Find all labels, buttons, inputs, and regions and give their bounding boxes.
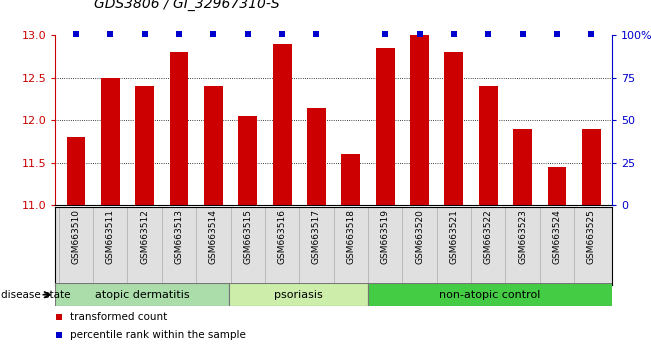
Text: GSM663524: GSM663524 <box>553 210 561 264</box>
Text: disease state: disease state <box>1 290 71 300</box>
Bar <box>307 108 326 205</box>
Bar <box>135 86 154 205</box>
Text: percentile rank within the sample: percentile rank within the sample <box>70 330 246 340</box>
Bar <box>513 129 532 205</box>
Text: transformed count: transformed count <box>70 312 167 322</box>
Bar <box>55 283 229 306</box>
Bar <box>445 52 464 205</box>
Text: atopic dermatitis: atopic dermatitis <box>95 290 189 300</box>
Text: GSM663514: GSM663514 <box>209 210 218 264</box>
Bar <box>368 283 612 306</box>
Text: GSM663519: GSM663519 <box>381 210 390 264</box>
Text: GSM663511: GSM663511 <box>106 210 115 264</box>
Text: GSM663523: GSM663523 <box>518 210 527 264</box>
Bar <box>582 129 601 205</box>
Text: GSM663522: GSM663522 <box>484 210 493 264</box>
Bar <box>273 44 292 205</box>
Bar <box>376 48 395 205</box>
Bar <box>169 52 189 205</box>
Bar <box>204 86 223 205</box>
Bar <box>547 167 566 205</box>
Bar <box>229 283 368 306</box>
Text: non-atopic control: non-atopic control <box>439 290 541 300</box>
Bar <box>101 78 120 205</box>
Text: GSM663525: GSM663525 <box>587 210 596 264</box>
Bar <box>238 116 257 205</box>
Bar <box>478 86 498 205</box>
Text: GSM663516: GSM663516 <box>277 210 286 264</box>
Text: GDS3806 / GI_32967310-S: GDS3806 / GI_32967310-S <box>94 0 280 11</box>
Text: GSM663517: GSM663517 <box>312 210 321 264</box>
Text: GSM663512: GSM663512 <box>140 210 149 264</box>
Bar <box>410 35 429 205</box>
Text: GSM663520: GSM663520 <box>415 210 424 264</box>
Text: GSM663515: GSM663515 <box>243 210 252 264</box>
Text: psoriasis: psoriasis <box>275 290 324 300</box>
Text: GSM663518: GSM663518 <box>346 210 355 264</box>
Bar <box>341 154 360 205</box>
Text: GSM663521: GSM663521 <box>449 210 458 264</box>
Bar <box>66 137 85 205</box>
Text: GSM663513: GSM663513 <box>174 210 184 264</box>
Text: GSM663510: GSM663510 <box>72 210 81 264</box>
